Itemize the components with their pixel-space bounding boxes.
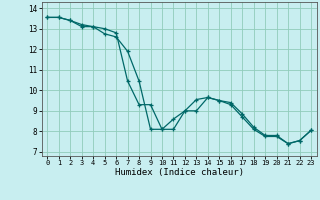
X-axis label: Humidex (Indice chaleur): Humidex (Indice chaleur): [115, 168, 244, 177]
